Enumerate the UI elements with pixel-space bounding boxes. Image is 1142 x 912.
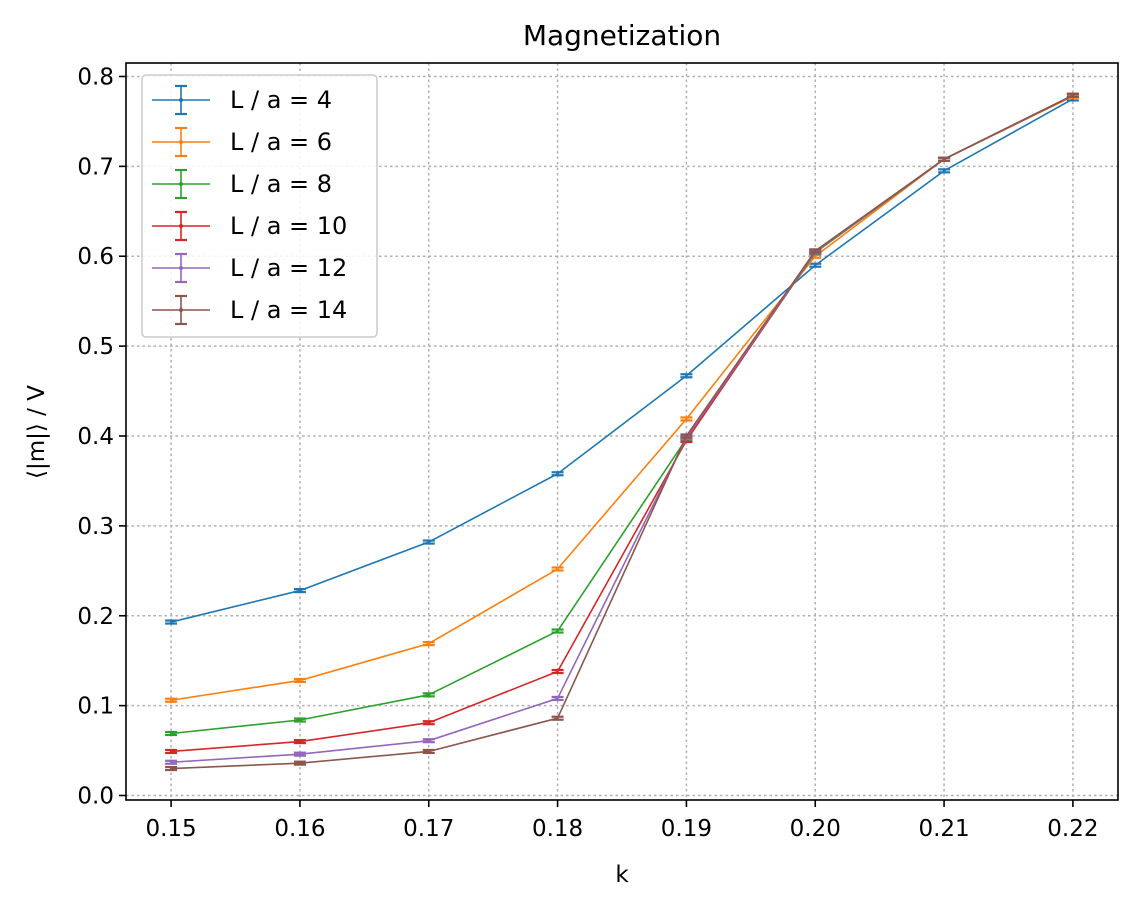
- data-point: [169, 620, 173, 624]
- legend-label: L / a = 4: [230, 86, 332, 114]
- chart-title: Magnetization: [523, 19, 721, 52]
- x-tick-label: 0.20: [790, 816, 841, 842]
- legend-label: L / a = 8: [230, 170, 332, 198]
- data-point: [942, 169, 946, 173]
- legend-item: L / a = 8: [152, 168, 332, 200]
- series-layer: [165, 92, 1079, 772]
- data-point: [169, 750, 173, 753]
- legend-item: L / a = 6: [152, 126, 332, 158]
- data-point: [427, 750, 430, 753]
- data-point: [556, 670, 559, 673]
- x-tick-label: 0.18: [532, 816, 583, 842]
- x-tick-label: 0.15: [145, 816, 196, 842]
- data-point: [298, 589, 302, 592]
- data-point: [556, 472, 559, 475]
- y-tick-label: 0.0: [77, 784, 114, 810]
- series-line: [171, 94, 1074, 770]
- data-point: [298, 679, 302, 682]
- data-point: [685, 417, 688, 421]
- data-point: [298, 761, 302, 765]
- data-point: [685, 434, 688, 438]
- legend: L / a = 4 L / a = 6 L / a = 8 L / a = 10 L /…: [141, 74, 378, 338]
- legend-item: L / a = 4: [152, 84, 332, 116]
- y-tick-label: 0.2: [77, 604, 114, 630]
- y-tick-label: 0.1: [77, 694, 114, 720]
- data-point: [1071, 94, 1075, 97]
- legend-label: L / a = 12: [230, 254, 347, 282]
- y-tick-label: 0.5: [77, 334, 114, 360]
- data-point: [427, 540, 430, 544]
- y-tick-label: 0.8: [77, 64, 114, 90]
- data-point: [814, 264, 817, 267]
- x-tick-label: 0.17: [403, 816, 454, 842]
- data-point: [556, 567, 559, 571]
- legend-frame: [141, 74, 378, 338]
- data-point: [298, 740, 302, 743]
- data-point: [556, 629, 559, 633]
- data-point: [169, 761, 173, 764]
- data-point: [427, 721, 430, 724]
- data-point: [814, 249, 817, 253]
- data-point: [427, 642, 430, 645]
- legend-label: L / a = 6: [230, 128, 332, 156]
- data-point: [556, 697, 559, 700]
- data-point: [169, 699, 173, 702]
- data-point: [814, 255, 817, 258]
- data-point: [427, 693, 430, 697]
- x-tick-label: 0.19: [661, 816, 712, 842]
- series-line: [170, 98, 1074, 623]
- legend-marker: [179, 182, 183, 186]
- data-point: [942, 157, 946, 161]
- y-tick-label: 0.6: [77, 244, 114, 270]
- data-point: [298, 718, 302, 722]
- data-point: [427, 739, 430, 742]
- legend-label: L / a = 10: [230, 212, 347, 240]
- x-tick-label: 0.16: [274, 816, 325, 842]
- series-6: [165, 92, 1079, 772]
- data-point: [556, 717, 559, 720]
- legend-marker: [179, 98, 183, 102]
- legend-label: L / a = 14: [230, 296, 347, 324]
- x-axis-label: k: [615, 862, 629, 888]
- data-point: [169, 732, 173, 735]
- legend-marker: [179, 140, 183, 144]
- ticks-layer: 0.15 0.16 0.17 0.18 0.19 0.20 0.21 0.22 0.0 0.1 0.…: [77, 64, 1098, 842]
- series-1: [165, 96, 1079, 625]
- legend-marker: [179, 308, 183, 312]
- y-tick-label: 0.4: [77, 424, 114, 450]
- legend-item: L / a = 12: [152, 252, 347, 284]
- plot-frame: [125, 62, 1119, 801]
- legend-marker: [179, 224, 183, 228]
- y-tick-label: 0.7: [77, 154, 114, 180]
- legend-items: L / a = 4 L / a = 6 L / a = 8 L / a = 10 L /…: [152, 84, 347, 326]
- x-tick-label: 0.21: [918, 816, 969, 842]
- legend-item: L / a = 10: [152, 210, 347, 242]
- data-point: [298, 752, 302, 756]
- data-point: [169, 767, 173, 770]
- y-axis-label: ⟨|m|⟩ / V: [24, 385, 50, 479]
- legend-item: L / a = 14: [152, 294, 347, 326]
- data-point: [685, 374, 688, 377]
- x-tick-label: 0.22: [1047, 816, 1098, 842]
- y-tick-label: 0.3: [77, 514, 114, 540]
- legend-marker: [179, 266, 183, 270]
